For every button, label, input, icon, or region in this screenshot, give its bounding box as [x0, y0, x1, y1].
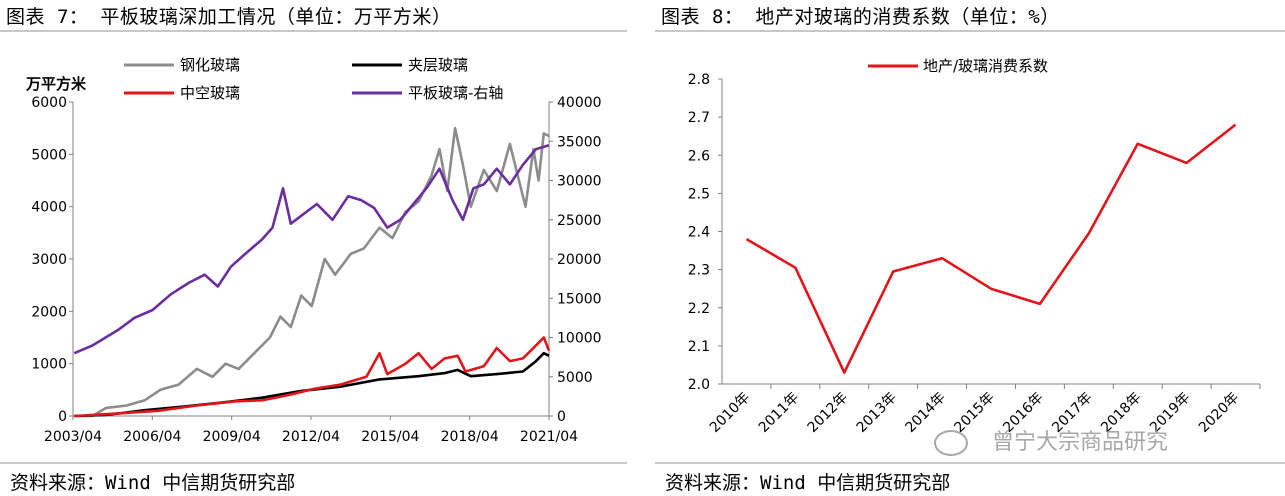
legend-label-hollow: 中空玻璃	[180, 84, 240, 102]
y-tick-label: 2.2	[688, 301, 710, 317]
legend-label-flat: 平板玻璃-右轴	[408, 84, 503, 102]
y-tick-label: 2.8	[688, 72, 710, 88]
left-y-tick-label: 5000	[31, 147, 67, 163]
legend-label: 地产/玻璃消费系数	[923, 57, 1048, 75]
left-y-tick-label: 0	[58, 409, 67, 425]
x-tick-label: 2015/04	[361, 429, 419, 445]
x-tick-label: 2013年	[854, 390, 900, 436]
left-y-tick-label: 2000	[31, 304, 67, 320]
x-tick-label: 2021/04	[520, 429, 578, 445]
right-y-tick-label: 5000	[557, 370, 593, 386]
x-tick-label: 2018/04	[441, 429, 499, 445]
x-tick-label: 2006/04	[123, 429, 181, 445]
right-y-tick-label: 35000	[557, 134, 602, 150]
watermark: 曾宁大宗商品研究	[934, 424, 1168, 456]
series-line-tempered	[74, 126, 550, 418]
left-source-rule	[0, 462, 627, 464]
y-tick-label: 2.0	[688, 377, 710, 393]
right-y-tick-label: 0	[557, 409, 566, 425]
series-line-flat	[73, 143, 550, 355]
left-title-rule	[0, 30, 627, 32]
y-tick-label: 2.3	[688, 263, 710, 279]
left-y-tick-label: 3000	[31, 252, 67, 268]
y-tick-label: 2.5	[688, 186, 710, 202]
x-tick-label: 2020年	[1196, 390, 1242, 436]
y-tick-label: 2.6	[688, 148, 710, 164]
right-title-rule	[655, 30, 1285, 32]
x-tick-label: 2010年	[707, 390, 753, 436]
x-tick-label: 2012年	[805, 390, 851, 436]
right-source-rule	[655, 462, 1285, 464]
right-y-tick-label: 20000	[557, 252, 602, 268]
right-y-tick-label: 30000	[557, 174, 602, 190]
x-tick-label: 2003/04	[44, 429, 102, 445]
right-y-tick-label: 15000	[557, 291, 602, 307]
x-tick-label: 2009/04	[203, 429, 261, 445]
left-y-tick-label: 1000	[31, 357, 67, 373]
left-y-tick-label: 6000	[31, 95, 67, 111]
left-source-note: 资料来源：Wind 中信期货研究部	[10, 472, 296, 494]
right-y-tick-label: 40000	[557, 95, 602, 111]
series-line-laminated	[74, 351, 550, 418]
y-tick-label: 2.4	[688, 225, 710, 241]
left-y-axis-unit: 万平方米	[25, 75, 87, 93]
right-y-tick-label: 25000	[557, 213, 602, 229]
legend-label-laminated: 夹层玻璃	[408, 56, 468, 74]
x-tick-label: 2011年	[756, 390, 802, 436]
y-tick-label: 2.1	[688, 339, 710, 355]
right-y-tick-label: 10000	[557, 331, 602, 347]
x-tick-label: 2012/04	[282, 429, 340, 445]
right-figure-title: 图表 8： 地产对玻璃的消费系数（单位：%）	[661, 6, 1060, 28]
y-tick-label: 2.7	[688, 110, 710, 126]
right-source-note: 资料来源：Wind 中信期货研究部	[665, 472, 951, 494]
series-line-hollow	[74, 336, 551, 418]
wechat-logo-icon	[934, 430, 968, 456]
legend-label-tempered: 钢化玻璃	[180, 56, 240, 74]
right-figure-panel: 图表 8： 地产对玻璃的消费系数（单位：%） 2.0 2.1 2.2 2.3 2.4 2.…	[655, 0, 1285, 496]
deep-processing-chart: 0 1000 2000 3000 4000 5000 6000 0 5000 10000 15000…	[25, 56, 602, 445]
left-figure-title: 图表 7： 平板玻璃深加工情况（单位：万平方米）	[6, 6, 452, 28]
series-line-coefficient	[745, 123, 1237, 374]
left-figure-panel: 图表 7： 平板玻璃深加工情况（单位：万平方米） 0 1000 2000 3000 40…	[0, 0, 630, 496]
watermark-text: 曾宁大宗商品研究	[992, 430, 1169, 455]
left-y-tick-label: 4000	[31, 200, 67, 216]
